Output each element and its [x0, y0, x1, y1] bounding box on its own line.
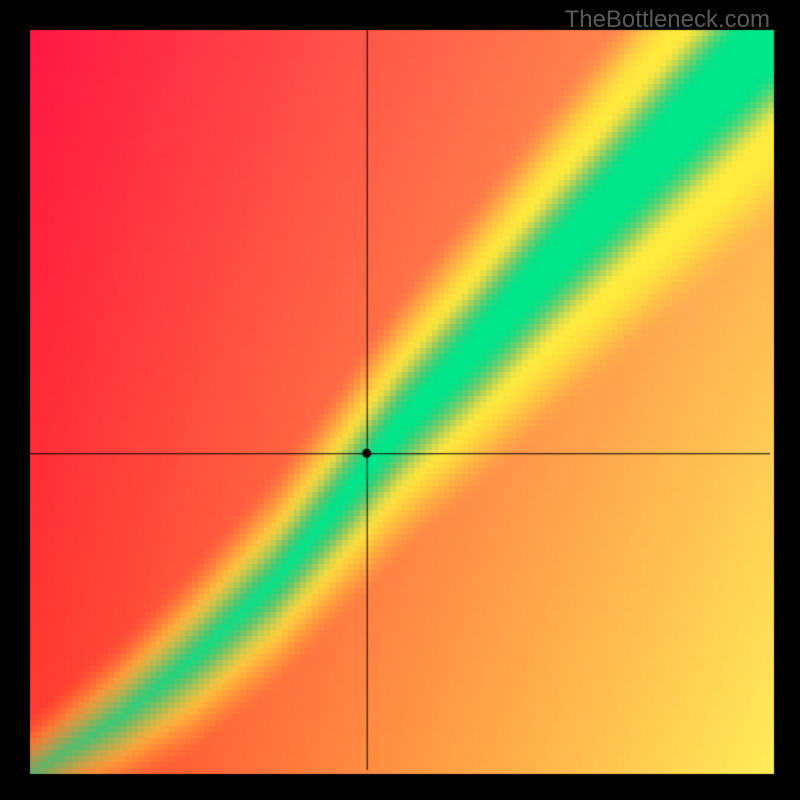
chart-container: TheBottleneck.com — [0, 0, 800, 800]
heatmap-canvas — [0, 0, 800, 800]
watermark-text: TheBottleneck.com — [565, 6, 770, 34]
